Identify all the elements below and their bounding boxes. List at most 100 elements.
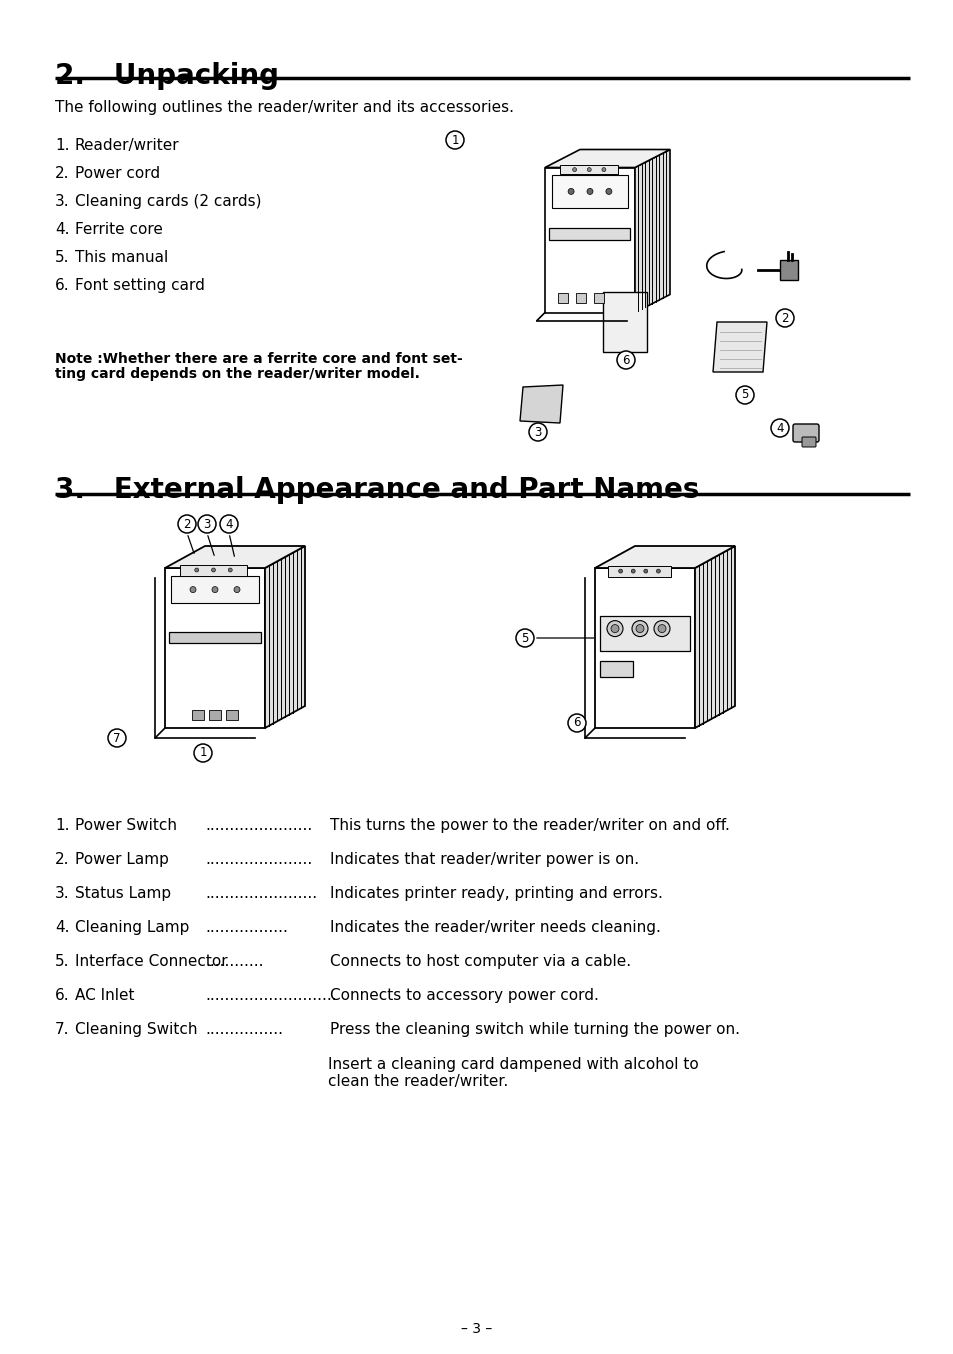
Polygon shape (165, 546, 305, 567)
Text: 2: 2 (781, 311, 788, 325)
FancyBboxPatch shape (792, 424, 818, 441)
Circle shape (529, 422, 546, 441)
Text: 7.: 7. (55, 1022, 70, 1037)
Circle shape (643, 569, 647, 573)
Text: This manual: This manual (75, 250, 168, 265)
Circle shape (572, 168, 576, 172)
Text: Indicates the reader/writer needs cleaning.: Indicates the reader/writer needs cleani… (330, 919, 660, 936)
Circle shape (601, 168, 605, 172)
Text: 5.: 5. (55, 250, 70, 265)
Text: ...........................: ........................... (205, 988, 336, 1003)
Text: Power Switch: Power Switch (75, 818, 177, 833)
Text: 6.: 6. (55, 278, 70, 292)
Polygon shape (226, 711, 237, 720)
Text: This turns the power to the reader/writer on and off.: This turns the power to the reader/write… (330, 818, 729, 833)
Text: Cleaning Switch: Cleaning Switch (75, 1022, 197, 1037)
Text: 2.   Unpacking: 2. Unpacking (55, 62, 278, 89)
Text: Note :Whether there are a ferrite core and font set-: Note :Whether there are a ferrite core a… (55, 352, 462, 366)
Circle shape (220, 515, 237, 533)
Polygon shape (169, 632, 261, 643)
Polygon shape (635, 149, 669, 313)
Polygon shape (712, 322, 766, 372)
Text: Ferrite core: Ferrite core (75, 222, 163, 237)
Polygon shape (594, 292, 603, 303)
Circle shape (770, 418, 788, 437)
Text: Power Lamp: Power Lamp (75, 852, 169, 867)
Circle shape (190, 586, 195, 593)
Polygon shape (595, 567, 695, 728)
Text: AC Inlet: AC Inlet (75, 988, 134, 1003)
Text: ......................: ...................... (205, 818, 312, 833)
Circle shape (631, 569, 635, 573)
Text: 4: 4 (225, 517, 233, 531)
Text: .................: ................. (205, 919, 288, 936)
Text: 6: 6 (621, 353, 629, 367)
Text: 4.: 4. (55, 919, 70, 936)
Circle shape (735, 386, 753, 403)
Text: 4.: 4. (55, 222, 70, 237)
Text: 2: 2 (183, 517, 191, 531)
Text: ................: ................ (205, 1022, 283, 1037)
Circle shape (631, 620, 647, 636)
Polygon shape (607, 566, 670, 577)
Text: 4: 4 (776, 421, 783, 435)
Polygon shape (209, 711, 221, 720)
Circle shape (228, 567, 232, 571)
Text: Status Lamp: Status Lamp (75, 886, 171, 900)
Polygon shape (544, 149, 669, 168)
Circle shape (658, 624, 665, 632)
Polygon shape (599, 661, 633, 677)
Text: Interface Connector: Interface Connector (75, 955, 233, 969)
Text: – 3 –: – 3 – (461, 1322, 492, 1336)
Text: 1: 1 (199, 746, 207, 760)
Polygon shape (193, 711, 204, 720)
Polygon shape (180, 565, 247, 575)
Circle shape (656, 569, 659, 573)
Polygon shape (544, 168, 635, 313)
Text: 2.: 2. (55, 167, 70, 181)
Circle shape (606, 620, 622, 636)
Circle shape (567, 714, 585, 733)
Text: 3: 3 (203, 517, 211, 531)
Circle shape (775, 309, 793, 328)
Circle shape (654, 620, 669, 636)
Text: 6.: 6. (55, 988, 70, 1003)
Circle shape (610, 624, 618, 632)
Circle shape (636, 624, 643, 632)
Circle shape (587, 168, 591, 172)
Circle shape (567, 188, 574, 195)
Polygon shape (602, 292, 646, 352)
Text: Connects to accessory power cord.: Connects to accessory power cord. (330, 988, 598, 1003)
Text: ............: ............ (205, 955, 263, 969)
Text: Font setting card: Font setting card (75, 278, 205, 292)
Text: 7: 7 (113, 731, 121, 745)
Polygon shape (780, 260, 797, 280)
Circle shape (446, 131, 463, 149)
Text: 2.: 2. (55, 852, 70, 867)
Text: 5: 5 (740, 389, 748, 402)
Polygon shape (549, 229, 630, 240)
Polygon shape (559, 165, 618, 175)
Text: ting card depends on the reader/writer model.: ting card depends on the reader/writer m… (55, 367, 419, 380)
Text: 5: 5 (520, 631, 528, 645)
Polygon shape (552, 175, 627, 209)
Polygon shape (576, 292, 585, 303)
Circle shape (178, 515, 195, 533)
Text: Power cord: Power cord (75, 167, 160, 181)
Circle shape (233, 586, 240, 593)
Text: 3.: 3. (55, 886, 70, 900)
Polygon shape (165, 567, 265, 728)
Circle shape (617, 351, 635, 370)
Circle shape (193, 743, 212, 762)
Text: 3: 3 (534, 425, 541, 439)
Circle shape (212, 586, 218, 593)
Text: Insert a cleaning card dampened with alcohol to
clean the reader/writer.: Insert a cleaning card dampened with alc… (328, 1057, 698, 1090)
Polygon shape (171, 575, 258, 603)
Text: Connects to host computer via a cable.: Connects to host computer via a cable. (330, 955, 631, 969)
Text: Cleaning cards (2 cards): Cleaning cards (2 cards) (75, 194, 261, 209)
Text: 3.: 3. (55, 194, 70, 209)
Polygon shape (519, 385, 562, 422)
Text: The following outlines the reader/writer and its accessories.: The following outlines the reader/writer… (55, 100, 514, 115)
Circle shape (618, 569, 622, 573)
Circle shape (108, 728, 126, 747)
